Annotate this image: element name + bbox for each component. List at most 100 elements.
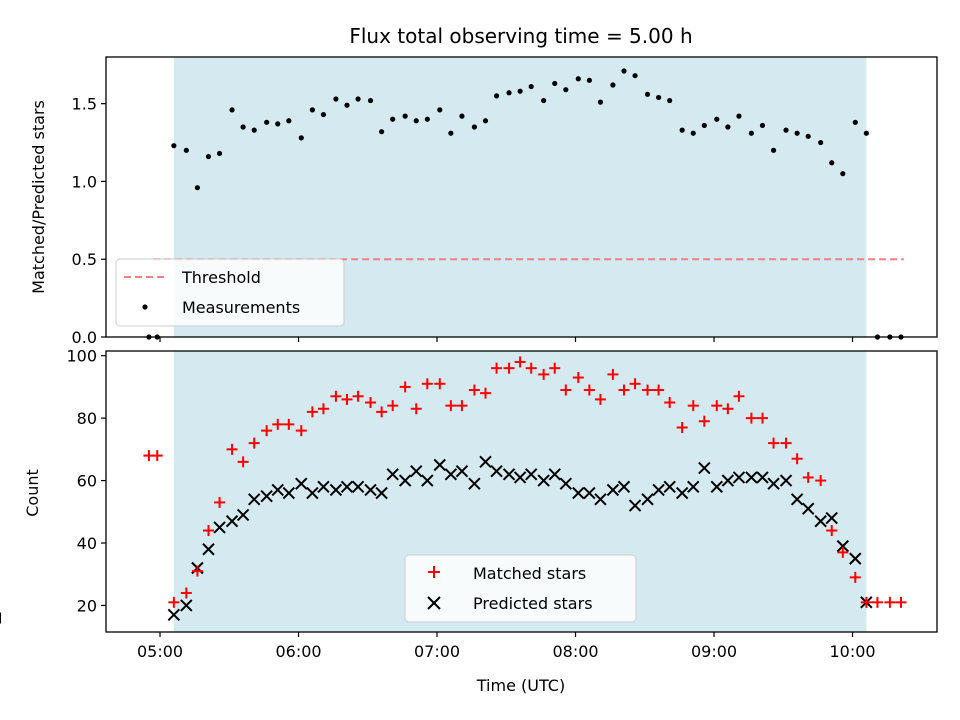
ratio-panel: 0.0 0.5 1.0 1.5 Matched/Predicted stars Thr… [29,56,938,347]
measurement-point [320,111,327,118]
measurement-point [597,99,604,105]
x-tick-label: 06:00 [275,642,321,661]
matched-star-point [594,393,606,405]
matched-star-point [341,393,353,405]
measurement-point [586,77,592,83]
measurement-point [275,121,281,127]
matched-stars-legend-swatch [428,566,440,578]
predicted-star-point [606,483,620,497]
measurement-point [794,130,800,136]
predicted-star-point [282,486,296,500]
predicted-star-point [687,480,700,494]
predicted-star-point [351,480,365,494]
measurement-point [471,124,478,130]
predicted-star-point [340,480,354,494]
measurement-point [829,160,835,166]
measurement-point [632,73,638,79]
matched-star-point [330,390,342,402]
matched-star-point [261,425,273,437]
measurement-point [229,107,235,113]
measurement-point [736,113,742,119]
predicted-star-point [583,486,596,500]
matched-star-point [826,525,838,537]
matched-star-point [538,368,550,380]
matched-star-point [421,378,433,390]
matched-star-point [837,546,849,558]
measurement-point [402,113,408,119]
matched-star-point [560,384,572,396]
matched-star-point [871,596,883,608]
matched-star-point [802,471,814,483]
measurement-point [437,107,443,113]
matched-star-point [399,381,411,393]
predicted-star-point [386,468,399,481]
measurement-point [367,97,374,104]
measurement-point [517,88,523,94]
measurement-point [667,97,673,104]
matched-star-point [745,412,757,424]
matched-star-point [572,372,584,384]
measurement-point [528,83,534,90]
measurement-point [852,119,858,125]
matched-star-point [756,412,768,424]
measurement-point [171,143,177,149]
predicted-star-point [814,514,827,528]
x-tick-label: 09:00 [691,642,737,661]
measurement-point [240,124,246,130]
measurement-point [506,90,512,96]
predicted-star-point [537,474,550,487]
predicted-star-point [375,486,388,500]
predicted-star-point [329,483,343,497]
measurement-point [552,80,558,87]
matched-star-point [583,384,595,396]
predicted-star-point [202,543,215,556]
matched-star-point [387,400,399,412]
ratio-legend: Threshold Measurements [115,258,345,327]
predicted-star-point [180,599,193,612]
y-tick-label: 0.0 [72,328,97,347]
measurement-point [770,147,777,153]
measurement-point [621,68,627,74]
predicted-star-point [779,474,793,487]
predicted-star-point [617,480,631,494]
matched-star-point [352,390,364,402]
measurement-point [390,116,396,122]
measurement-point [759,122,766,129]
measurement-point [701,122,707,129]
matched-star-point [151,450,163,462]
matched-stars-legend-label: Matched stars [473,564,586,583]
measurement-point [644,91,651,97]
measurement-point [748,130,755,136]
matched-stars-series [143,356,907,608]
measurement-point [656,94,662,101]
matched-star-point [768,437,780,449]
measurement-point [355,96,361,102]
matched-star-point [711,400,723,412]
predicted-star-point [410,464,423,478]
matched-star-point [642,384,654,396]
predicted-star-point [663,480,676,494]
predicted-star-point [652,483,665,497]
predicted-star-point [260,489,273,503]
y-tick-label: 20 [77,596,97,615]
predicted-star-point [468,477,481,490]
predicted-star-point [236,508,250,522]
matched-star-point [618,384,630,396]
matched-star-point [687,400,699,412]
predicted-star-point [479,455,492,469]
predicted-star-point [801,502,815,515]
measurement-point [714,116,720,122]
predicted-star-point [745,471,758,484]
count-legend: Matched stars Predicted stars [404,554,637,623]
measurements-legend-label: Measurements [182,298,300,317]
predicted-star-point [548,468,561,481]
matched-star-point [445,400,457,412]
predicted-star-point [455,464,469,478]
predicted-star-point [225,514,239,528]
measurements-legend-swatch [142,304,148,310]
predicted-star-point [444,468,458,481]
matched-star-point [306,406,318,418]
measurement-point [818,139,824,146]
y-tick-label: 1.0 [72,172,97,191]
y-tick-label: 60 [77,472,97,491]
